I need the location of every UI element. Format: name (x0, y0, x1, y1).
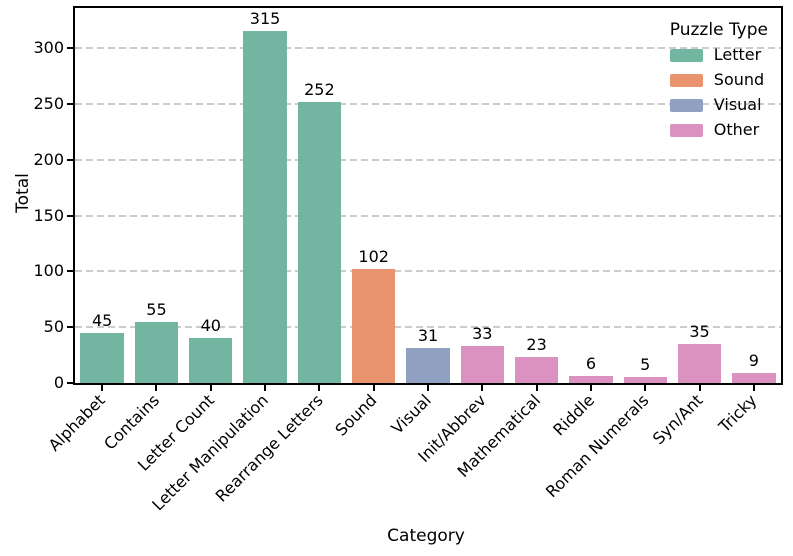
y-tick-label-300: 300 (33, 38, 64, 58)
legend-label: Other (713, 120, 760, 139)
bar-value-label: 45 (91, 310, 113, 330)
bar-value-label: 40 (200, 316, 221, 336)
y-tick-label-150: 150 (33, 205, 64, 225)
x-axis-label: Category (387, 526, 465, 546)
x-tick-mark (535, 385, 538, 391)
y-tick-mark (67, 214, 73, 217)
x-tick-mark (644, 385, 647, 391)
bar-value-label: 102 (358, 247, 389, 267)
gridline-50 (75, 326, 781, 329)
legend-swatch-other (669, 123, 703, 137)
legend-label: Letter (713, 45, 762, 64)
bar-value-label: 6 (585, 354, 597, 374)
bar-tricky (732, 372, 776, 383)
bar-visual (406, 348, 450, 383)
bar-letter-manipulation (243, 31, 287, 383)
y-tick-mark (67, 326, 73, 329)
bar-value-label: 35 (689, 321, 710, 341)
gridline-250 (75, 102, 781, 105)
x-tick-mark (101, 385, 104, 391)
legend-title: Puzzle Type (669, 20, 768, 40)
x-tick-mark (589, 385, 592, 391)
legend-entry-visual: Visual (669, 95, 768, 114)
legend-entries: Letter Sound Visual Other (669, 45, 768, 139)
x-tick-mark (209, 385, 212, 391)
gridline-100 (75, 270, 781, 273)
bar-value-label: 33 (472, 324, 493, 344)
legend-swatch-letter (669, 48, 703, 62)
bar-value-label: 5 (640, 355, 651, 375)
bar-value-label: 23 (526, 335, 547, 355)
legend-entry-other: Other (669, 120, 768, 139)
y-tick-mark (67, 47, 73, 50)
plot-area: 45 55 40 315 252 102 31 33 23 6 5 35 9 Puzzle Type L… (73, 6, 783, 385)
gridline-300 (75, 47, 781, 50)
legend-entry-sound: Sound (669, 70, 768, 89)
bar-alphabet (80, 332, 124, 383)
bar-init-abbrev (460, 346, 505, 383)
bar-syn-ant (677, 343, 722, 383)
legend: Puzzle Type Letter Sound Visual Other (669, 20, 768, 147)
bar-value-label: 252 (304, 79, 335, 99)
y-tick-mark (67, 158, 73, 161)
x-tick-mark (427, 385, 429, 391)
x-tick-mark (155, 385, 158, 391)
x-tick-mark (698, 385, 701, 391)
x-tick-mark (752, 385, 755, 391)
legend-entry-letter: Letter (669, 45, 768, 64)
x-tick-mark (372, 385, 375, 391)
y-tick-mark (67, 102, 73, 105)
y-tick-label-200: 200 (33, 149, 64, 169)
x-tick-mark (481, 385, 484, 391)
y-tick-label-100: 100 (33, 261, 64, 281)
y-tick-label-50: 50 (43, 317, 64, 337)
gridline-150 (75, 214, 781, 217)
y-tick-mark (67, 270, 73, 273)
legend-label: Sound (713, 70, 765, 89)
bar-value-label: 55 (146, 299, 167, 319)
x-tick-mark (318, 385, 321, 391)
y-tick-label-250: 250 (33, 93, 64, 113)
bar-roman-numerals (623, 377, 667, 383)
bar-value-label: 9 (748, 350, 759, 370)
legend-label: Visual (713, 95, 762, 114)
bar-value-label: 315 (249, 9, 281, 29)
y-tick-mark (67, 382, 73, 384)
bar-letter-count (189, 338, 233, 383)
legend-swatch-visual (669, 98, 703, 112)
y-tick-label-0: 0 (53, 373, 64, 392)
x-tick-mark (264, 385, 267, 391)
gridline-200 (75, 158, 781, 161)
bar-mathematical (514, 357, 559, 383)
bar-riddle (569, 376, 613, 383)
bar-sound (351, 269, 396, 383)
bar-rearrange-letters (297, 101, 342, 383)
bar-contains (134, 321, 179, 383)
bar-value-label: 31 (417, 326, 439, 346)
legend-swatch-sound (669, 73, 703, 87)
